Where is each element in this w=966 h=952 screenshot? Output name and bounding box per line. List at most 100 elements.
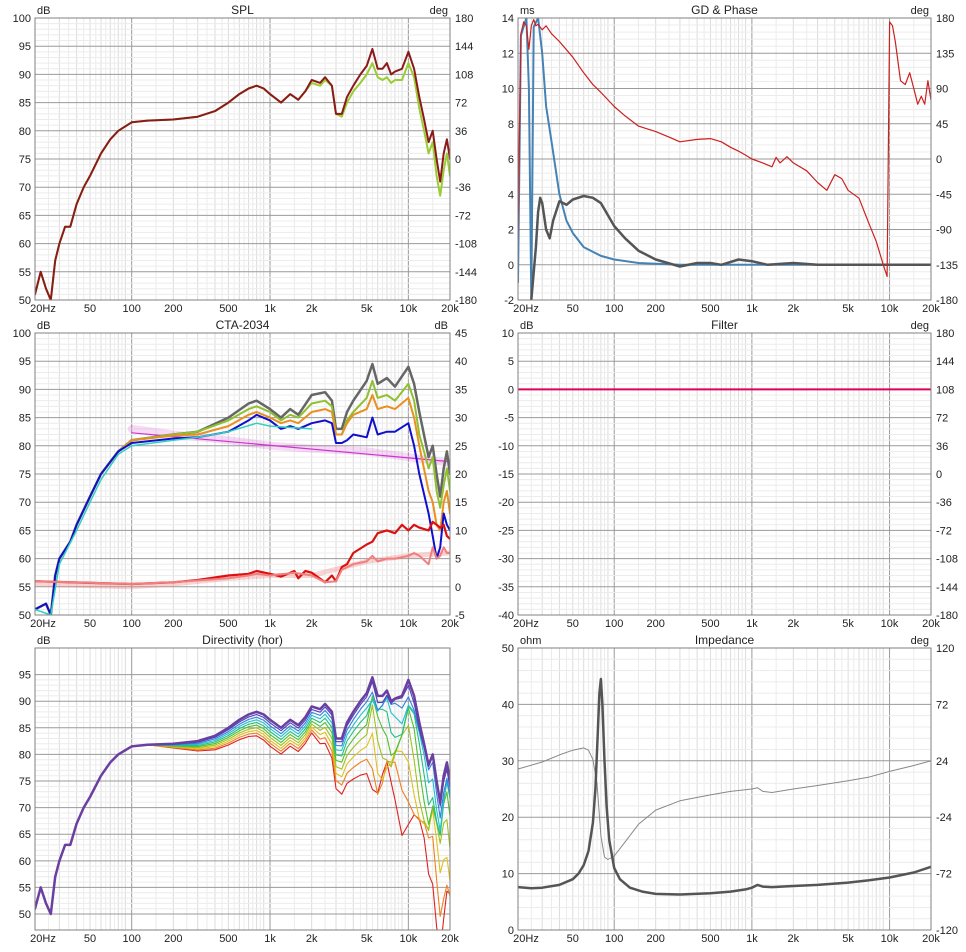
y2-tick-label: -144 <box>455 267 477 279</box>
y-tick-label: 80 <box>19 749 31 761</box>
x-tick-label: 20k <box>441 933 459 945</box>
chart-title: Directivity (hor) <box>202 633 283 647</box>
x-tick-label: 500 <box>219 618 237 630</box>
y-tick-label: 70 <box>19 497 31 509</box>
y2-tick-label: 72 <box>455 98 467 110</box>
x-tick-label: 2k <box>306 933 318 945</box>
y-tick-label: 50 <box>19 909 31 921</box>
chart-title: GD & Phase <box>691 3 758 17</box>
x-tick-label: 2k <box>306 303 318 315</box>
y-tick-label: -10 <box>498 441 514 453</box>
x-tick-label: 10k <box>881 933 899 945</box>
x-tick-label: 5k <box>842 303 854 315</box>
series-group <box>35 676 450 930</box>
y-tick-label: 50 <box>19 295 31 307</box>
x-tick-label: 500 <box>219 933 237 945</box>
x-tick-label: 100 <box>605 618 623 630</box>
x-tick-label: 200 <box>164 933 182 945</box>
chart-title: Filter <box>711 318 738 332</box>
chart-gd: -2 0 2 4 6 8 10 12 14 -180 -135 -90 -45 0 45 90 135 180 20… <box>502 3 958 315</box>
y-tick-label: 55 <box>19 882 31 894</box>
y-tick-label: -20 <box>498 497 514 509</box>
y2-tick-label: 20 <box>455 469 467 481</box>
y-tick-label: 65 <box>19 210 31 222</box>
y2-tick-label: 35 <box>455 384 467 396</box>
left-unit-label: dB <box>37 320 50 332</box>
x-tick-label: 1k <box>264 303 276 315</box>
chart-cta: 50 55 60 65 70 75 80 85 90 95 100 -5 0 5 10 15 20 25 30 35 4… <box>13 318 468 630</box>
chart-title: CTA-2034 <box>216 318 270 332</box>
y2-tick-label: 45 <box>455 328 467 340</box>
y2-tick-label: 144 <box>936 356 954 368</box>
x-tick-label: 10k <box>399 933 417 945</box>
series-impedance-phase <box>518 747 931 860</box>
y2-tick-label: -90 <box>936 225 952 237</box>
y-tick-label: 65 <box>19 829 31 841</box>
y2-tick-label: 0 <box>936 469 942 481</box>
y-tick-label: -40 <box>498 610 514 622</box>
plot-frame <box>34 332 451 616</box>
x-tick-label: 500 <box>701 303 719 315</box>
left-unit-label: dB <box>37 635 50 647</box>
x-tick-label: 500 <box>701 618 719 630</box>
x-tick-label: 500 <box>219 303 237 315</box>
y-tick-label: 70 <box>19 182 31 194</box>
y-tick-label: -30 <box>498 554 514 566</box>
x-tick-label: 20Hz <box>513 933 539 945</box>
y-tick-label: 50 <box>19 610 31 622</box>
chart-title: SPL <box>231 3 254 17</box>
y-tick-label: 90 <box>19 69 31 81</box>
series-impedance <box>518 677 931 896</box>
y-tick-label: 10 <box>502 84 514 96</box>
y2-tick-label: -72 <box>936 869 952 881</box>
chart-title: Impedance <box>695 633 755 647</box>
x-tick-label: 20Hz <box>30 933 56 945</box>
left-unit-label: dB <box>520 320 533 332</box>
y-tick-label: 100 <box>13 13 31 25</box>
series-group <box>35 362 450 615</box>
y2-tick-label: 90 <box>936 84 948 96</box>
x-tick-label: 500 <box>701 933 719 945</box>
x-tick-label: 100 <box>605 303 623 315</box>
x-tick-label: 2k <box>788 933 800 945</box>
plot-frame <box>517 647 932 931</box>
y-tick-label: 75 <box>19 469 31 481</box>
y2-tick-label: -72 <box>936 525 952 537</box>
x-tick-label: 200 <box>164 618 182 630</box>
y2-tick-label: 0 <box>936 154 942 166</box>
y2-tick-label: -24 <box>936 812 952 824</box>
y-tick-label: 100 <box>13 328 31 340</box>
series-group <box>518 18 931 300</box>
x-tick-label: 10k <box>881 303 899 315</box>
y-tick-label: 85 <box>19 723 31 735</box>
y2-tick-label: 0 <box>455 582 461 594</box>
x-tick-label: 20k <box>441 618 459 630</box>
y-tick-label: 2 <box>508 225 514 237</box>
plot-frame <box>517 17 932 301</box>
x-tick-label: 1k <box>746 618 758 630</box>
x-tick-label: 5k <box>361 933 373 945</box>
y-tick-label: 75 <box>19 776 31 788</box>
right-unit-label: deg <box>911 5 929 17</box>
x-tick-label: 200 <box>646 303 664 315</box>
x-tick-label: 20k <box>922 303 940 315</box>
y2-tick-label: 15 <box>455 497 467 509</box>
y-tick-label: 65 <box>19 525 31 537</box>
y2-tick-label: 36 <box>936 441 948 453</box>
y-tick-label: 55 <box>19 267 31 279</box>
y-tick-label: 95 <box>19 670 31 682</box>
x-tick-label: 2k <box>788 303 800 315</box>
y2-tick-label: 108 <box>455 69 473 81</box>
x-tick-label: 100 <box>123 618 141 630</box>
y-tick-label: -15 <box>498 469 514 481</box>
x-tick-label: 100 <box>123 303 141 315</box>
right-unit-label: deg <box>911 635 929 647</box>
x-tick-label: 200 <box>164 303 182 315</box>
x-tick-label: 10k <box>881 618 899 630</box>
y-tick-label: -35 <box>498 582 514 594</box>
series-di <box>35 520 450 586</box>
x-tick-label: 20Hz <box>513 303 539 315</box>
y-tick-label: 8 <box>508 119 514 131</box>
